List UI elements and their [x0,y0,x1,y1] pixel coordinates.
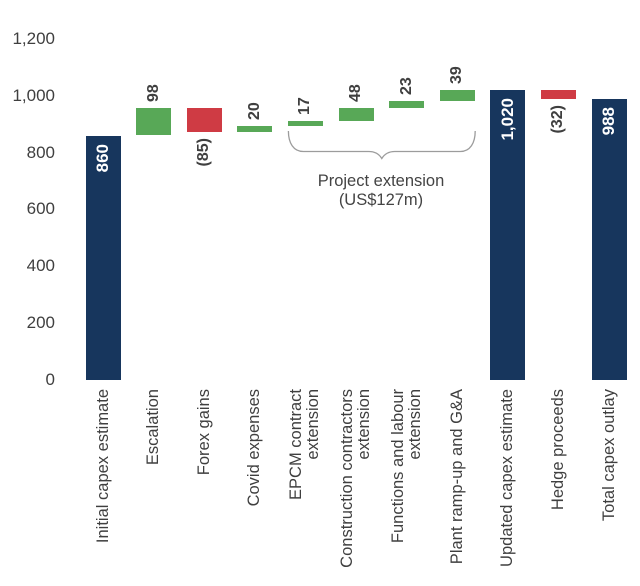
category-label-epcm-contract-extension: EPCM contract extension [287,389,323,500]
category-label-functions-and-labour-extension: Functions and labour extension [388,389,424,544]
value-label-functions-and-labour-extension: 23 [397,77,415,96]
category-label-updated-capex-estimate: Updated capex estimate [498,389,517,567]
y-tick-200: 200 [26,313,55,333]
category-label-forex-gains: Forex gains [194,389,213,476]
bar-functions-and-labour-extension [389,101,425,108]
bar-forex-gains [186,107,222,132]
bar-construction-contractors-extension [338,107,374,122]
annotation-line2: (US$127m) [338,191,424,209]
annotation-line1: Project extension [317,172,445,190]
value-label-updated-capex-estimate: 1,020 [497,98,517,141]
value-label-construction-contractors-extension: 48 [347,83,364,102]
category-label-escalation: Escalation [144,389,163,466]
bar-epcm-contract-extension [287,121,323,127]
bar-updated-capex-estimate [490,90,526,380]
value-label-initial-capex-estimate: 860 [93,143,112,172]
value-label-covid-expenses: 20 [245,102,263,121]
bar-plant-ramp-up-and-g-a [439,90,475,102]
y-tick-0: 0 [45,370,55,389]
value-label-epcm-contract-extension: 17 [296,97,314,116]
project-extension-annotation: Project extension (US$127m) [281,172,481,210]
bar-total-capex-outlay [591,99,627,380]
y-tick-400: 400 [26,256,55,276]
value-label-plant-ramp-up-and-g-a: 39 [448,66,466,84]
category-label-initial-capex-estimate: Initial capex estimate [93,389,112,544]
y-tick-600: 600 [26,199,55,219]
bar-initial-capex-estimate [85,135,121,380]
bar-hedge-proceeds [540,90,576,100]
category-label-construction-contractors-extension: Construction contractors extension [338,389,373,568]
bar-covid-expenses [237,126,273,132]
value-label-hedge-proceeds: (32) [549,105,567,134]
value-label-forex-gains: (85) [195,137,213,167]
value-label-total-capex-outlay: 988 [599,107,618,136]
bar-escalation [136,107,172,136]
category-label-total-capex-outlay: Total capex outlay [599,389,618,522]
y-tick-1-200: 1,200 [12,28,55,48]
category-label-covid-expenses: Covid expenses [245,389,264,507]
category-label-plant-ramp-up-and-g-a: Plant ramp-up and G&A [447,389,466,565]
y-tick-1-000: 1,000 [12,85,55,105]
y-tick-800: 800 [26,142,55,162]
value-label-escalation: 98 [144,83,162,102]
category-label-hedge-proceeds: Hedge proceeds [548,389,567,511]
